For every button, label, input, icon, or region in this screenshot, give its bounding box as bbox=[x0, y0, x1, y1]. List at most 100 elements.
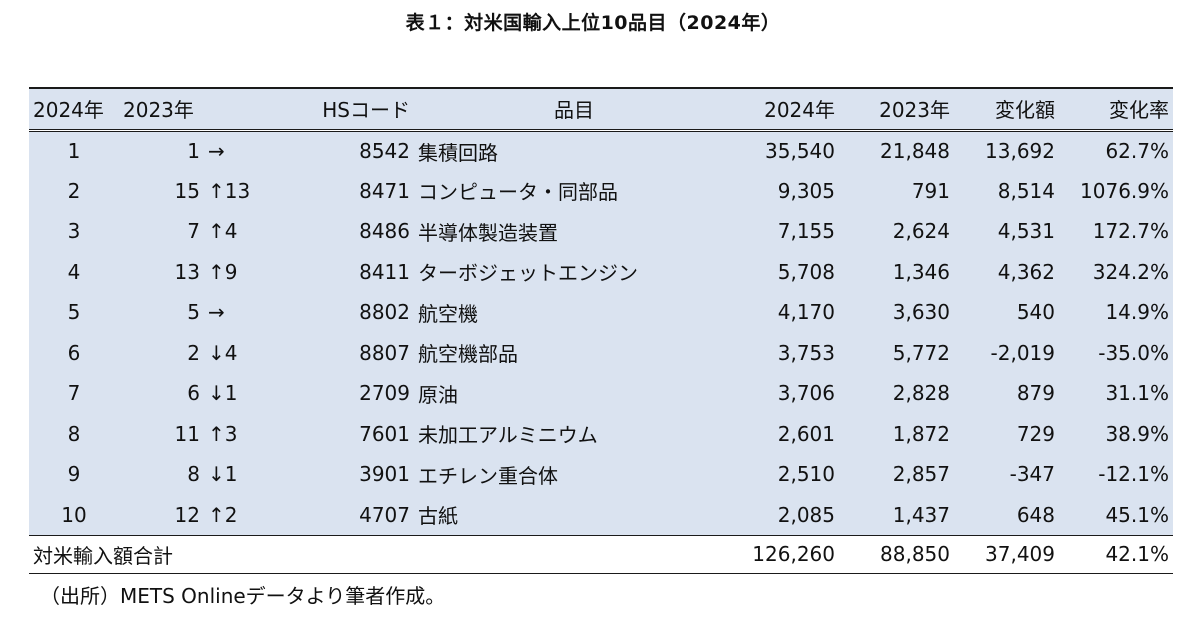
cell-hs-code: 8471 bbox=[359, 178, 410, 203]
cell-rank-2023: 1 bbox=[187, 139, 200, 163]
table-row: 3 7 ↑4 8486 半導体製造装置 7,155 2,624 4,531 172.7% bbox=[29, 211, 1173, 252]
cell-hs-code: 4707 bbox=[359, 502, 410, 527]
cell-value-2023: 1,346 bbox=[892, 259, 950, 284]
header-row: 2024年 2023年 HSコード 品目 2024年 2023年 変化額 変化率 bbox=[29, 87, 1173, 132]
cell-change: 4,362 bbox=[997, 259, 1055, 284]
cell-value-2024: 9,305 bbox=[777, 178, 835, 203]
cell-item: ターボジェットエンジン bbox=[418, 261, 638, 286]
cell-rate: -12.1% bbox=[1098, 462, 1169, 487]
cell-item: 半導体製造装置 bbox=[418, 220, 558, 245]
cell-hs-code: 7601 bbox=[359, 421, 410, 446]
cell-value-2023: 2,624 bbox=[892, 219, 950, 244]
cell-rank-move: ↑9 bbox=[208, 259, 238, 284]
total-label: 対米輸入額合計 bbox=[29, 534, 734, 574]
header-item: 品目 bbox=[414, 87, 734, 132]
table-row: 10 12 ↑2 4707 古紙 2,085 1,437 648 45.1% bbox=[29, 494, 1173, 535]
import-ranking-table: 2024年 2023年 HSコード 品目 2024年 2023年 変化額 変化率… bbox=[29, 87, 1173, 574]
cell-item: 航空機 bbox=[418, 301, 478, 326]
header-value-2024: 2024年 bbox=[734, 87, 839, 132]
header-hs-code: HSコード bbox=[264, 87, 414, 132]
cell-rank-2024: 10 bbox=[61, 502, 87, 527]
cell-rank-2023: 7 bbox=[187, 219, 200, 244]
cell-value-2023: 791 bbox=[911, 178, 950, 203]
cell-rank-move: ↑13 bbox=[208, 178, 251, 203]
table-title: 表１：対米国輸入上位10品目（2024年） bbox=[405, 12, 781, 34]
cell-rank-2023: 8 bbox=[187, 462, 200, 487]
total-value-2024: 126,260 bbox=[734, 534, 839, 574]
cell-rank-2023: 5 bbox=[187, 300, 200, 325]
cell-rate: 38.9% bbox=[1105, 421, 1169, 446]
cell-item: エチレン重合体 bbox=[418, 463, 558, 488]
cell-value-2023: 3,630 bbox=[892, 300, 950, 325]
cell-rank-2023: 15 bbox=[174, 178, 200, 203]
cell-value-2024: 2,601 bbox=[777, 421, 835, 446]
cell-hs-code: 8542 bbox=[359, 139, 410, 163]
cell-rank-2023: 12 bbox=[174, 502, 200, 527]
cell-rank-2023: 11 bbox=[174, 421, 200, 446]
cell-rank-2023: 13 bbox=[174, 259, 200, 284]
source-note: （出所）METS Onlineデータより筆者作成。 bbox=[40, 584, 446, 608]
cell-item: 航空機部品 bbox=[418, 342, 518, 367]
header-rank-move bbox=[204, 87, 264, 132]
cell-hs-code: 3901 bbox=[359, 462, 410, 487]
cell-hs-code: 8486 bbox=[359, 219, 410, 244]
cell-hs-code: 8807 bbox=[359, 340, 410, 365]
cell-rank-2024: 6 bbox=[67, 340, 81, 365]
table-row: 6 2 ↓4 8807 航空機部品 3,753 5,772 -2,019 -35.0% bbox=[29, 332, 1173, 373]
cell-rank-2024: 9 bbox=[67, 462, 81, 487]
cell-rank-move: ↓1 bbox=[208, 462, 238, 487]
cell-hs-code: 8411 bbox=[359, 259, 410, 284]
cell-rank-2024: 5 bbox=[67, 300, 81, 325]
cell-hs-code: 8802 bbox=[359, 300, 410, 325]
cell-value-2024: 3,706 bbox=[777, 381, 835, 406]
header-value-2023: 2023年 bbox=[839, 87, 954, 132]
cell-change: 879 bbox=[1016, 381, 1055, 406]
total-value-2023: 88,850 bbox=[839, 534, 954, 574]
cell-item: コンピュータ・同部品 bbox=[418, 180, 618, 205]
cell-change: 648 bbox=[1016, 502, 1055, 527]
cell-rate: 62.7% bbox=[1105, 139, 1169, 163]
table-row: 9 8 ↓1 3901 エチレン重合体 2,510 2,857 -347 -12.1% bbox=[29, 454, 1173, 495]
cell-rank-move: ↓1 bbox=[208, 381, 238, 406]
cell-rank-2024: 4 bbox=[67, 259, 81, 284]
cell-item: 未加工アルミニウム bbox=[418, 423, 598, 448]
cell-change: 13,692 bbox=[985, 139, 1055, 163]
cell-item: 古紙 bbox=[418, 504, 458, 528]
cell-rate: 324.2% bbox=[1092, 259, 1169, 284]
cell-value-2023: 2,828 bbox=[892, 381, 950, 406]
cell-rank-move: ↑4 bbox=[208, 219, 238, 244]
cell-rank-2023: 2 bbox=[187, 340, 200, 365]
cell-value-2024: 4,170 bbox=[777, 300, 835, 325]
header-rank-2024: 2024年 bbox=[29, 87, 119, 132]
cell-value-2024: 35,540 bbox=[765, 139, 835, 163]
cell-rank-move: ↓4 bbox=[208, 340, 238, 365]
cell-rate: 31.1% bbox=[1105, 381, 1169, 406]
cell-value-2024: 2,510 bbox=[777, 462, 835, 487]
cell-rank-2024: 7 bbox=[67, 381, 81, 406]
table-row: 7 6 ↓1 2709 原油 3,706 2,828 879 31.1% bbox=[29, 373, 1173, 414]
cell-rank-move: ↑3 bbox=[208, 421, 238, 446]
cell-rank-move: ↑2 bbox=[208, 502, 238, 527]
cell-change: 8,514 bbox=[997, 178, 1055, 203]
cell-value-2023: 1,437 bbox=[892, 502, 950, 527]
cell-value-2024: 7,155 bbox=[777, 219, 835, 244]
table-row: 8 11 ↑3 7601 未加工アルミニウム 2,601 1,872 729 38.9% bbox=[29, 413, 1173, 454]
cell-rate: 1076.9% bbox=[1080, 178, 1169, 203]
table-row: 5 5 → 8802 航空機 4,170 3,630 540 14.9% bbox=[29, 292, 1173, 333]
cell-rank-2024: 2 bbox=[67, 178, 81, 203]
cell-rank-2024: 3 bbox=[67, 219, 81, 244]
header-rank-2023: 2023年 bbox=[119, 87, 204, 132]
cell-hs-code: 2709 bbox=[359, 381, 410, 406]
cell-rate: 45.1% bbox=[1105, 502, 1169, 527]
header-rate: 変化率 bbox=[1059, 87, 1173, 132]
cell-value-2024: 3,753 bbox=[777, 340, 835, 365]
cell-value-2023: 2,857 bbox=[892, 462, 950, 487]
table-row: 1 1 → 8542 集積回路 35,540 21,848 13,692 62.7% bbox=[29, 130, 1173, 171]
cell-rank-move: → bbox=[208, 300, 225, 325]
cell-rank-2024: 8 bbox=[67, 421, 81, 446]
cell-change: 4,531 bbox=[997, 219, 1055, 244]
total-change: 37,409 bbox=[954, 534, 1059, 574]
cell-rank-move: → bbox=[208, 139, 225, 163]
cell-change: 729 bbox=[1016, 421, 1055, 446]
cell-rate: 14.9% bbox=[1105, 300, 1169, 325]
